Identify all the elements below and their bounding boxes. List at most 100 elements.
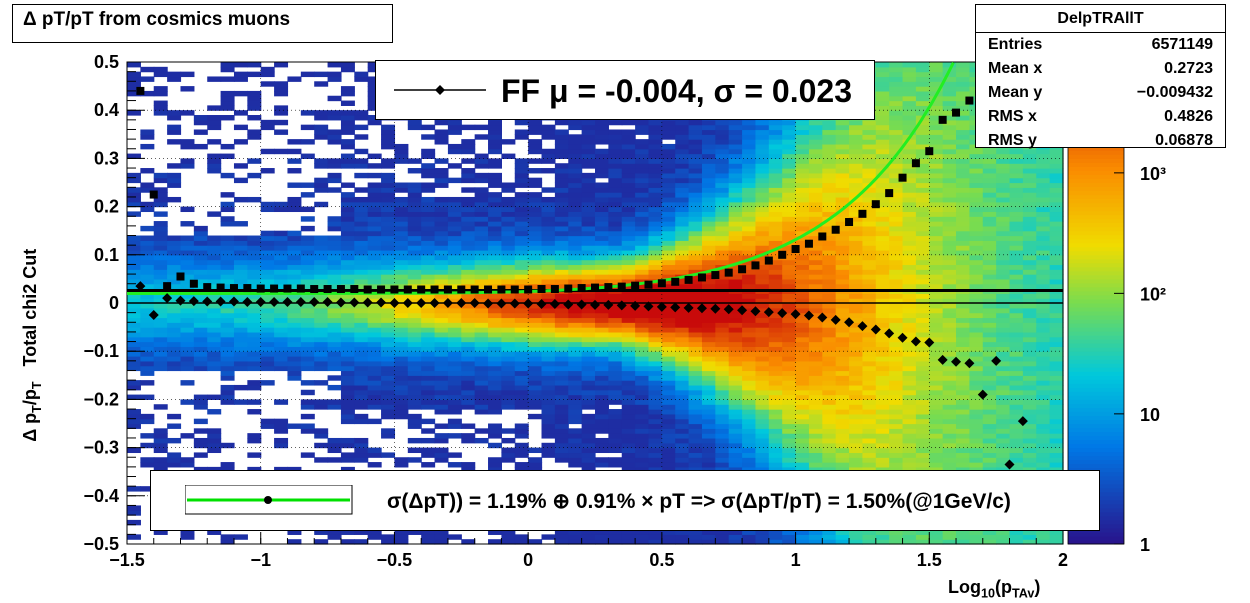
heatmap-bin — [875, 129, 890, 135]
heatmap-bin — [447, 254, 462, 261]
heatmap-bin — [915, 389, 930, 396]
heatmap-bin — [675, 462, 690, 468]
heatmap-bin — [956, 433, 970, 439]
heatmap-bin — [407, 249, 422, 256]
heatmap-bin — [608, 269, 623, 275]
heatmap-bin — [381, 413, 396, 420]
heatmap-bin — [795, 148, 810, 155]
heatmap-bin — [835, 216, 850, 222]
heatmap-bin — [568, 158, 583, 164]
heatmap-bin — [327, 293, 342, 299]
heatmap-bin — [595, 384, 609, 391]
heatmap-bin — [421, 206, 436, 213]
heatmap-bin — [140, 245, 155, 251]
heatmap-bin — [755, 351, 770, 357]
heatmap-bin — [434, 346, 449, 352]
heatmap-bin — [768, 462, 783, 468]
heatmap-bin — [675, 356, 690, 362]
heatmap-bin — [715, 322, 730, 328]
heatmap-bin — [782, 245, 797, 251]
heatmap-bin — [260, 274, 275, 280]
heatmap-bin — [621, 442, 636, 449]
heatmap-bin — [287, 346, 302, 352]
heatmap-bin — [354, 529, 369, 535]
heatmap-bin — [808, 442, 823, 449]
heatmap-bin — [755, 177, 770, 184]
heatmap-bin — [835, 341, 850, 347]
heatmap-bin — [274, 312, 289, 319]
heatmap-bin — [421, 437, 436, 444]
heatmap-bin — [127, 177, 141, 184]
heatmap-bin — [875, 264, 890, 270]
heatmap-bin — [394, 254, 409, 261]
heatmap-bin — [768, 534, 783, 540]
heatmap-bin — [661, 187, 676, 193]
heatmap-bin — [635, 399, 650, 405]
heatmap-bin — [474, 283, 489, 290]
heatmap-bin — [314, 457, 329, 463]
heatmap-bin — [287, 351, 302, 357]
heatmap-bin — [889, 158, 904, 164]
heatmap-bin — [688, 418, 703, 425]
heatmap-bin — [956, 384, 970, 391]
heatmap-bin — [421, 331, 436, 338]
heatmap-bin — [875, 413, 890, 420]
heatmap-bin — [421, 351, 436, 357]
heatmap-bin — [514, 192, 529, 198]
heatmap-bin — [715, 206, 730, 213]
heatmap-bin — [300, 139, 315, 145]
heatmap-bin — [300, 341, 315, 347]
heatmap-bin — [915, 404, 930, 410]
heatmap-bin — [782, 211, 797, 217]
heatmap-bin — [220, 62, 235, 68]
heatmap-bin — [675, 158, 690, 164]
heatmap-bin — [381, 259, 396, 266]
heatmap-bin — [701, 119, 716, 126]
heatmap-bin — [688, 312, 703, 319]
heatmap-bin — [233, 331, 248, 338]
heatmap-bin — [474, 230, 489, 237]
heatmap-bin — [193, 143, 208, 150]
heatmap-bin — [728, 119, 743, 126]
heatmap-bin — [595, 389, 609, 396]
heatmap-bin — [327, 283, 342, 290]
heatmap-bin — [715, 341, 730, 347]
heatmap-bin — [327, 172, 342, 179]
heatmap-bin — [875, 249, 890, 256]
heatmap-bin — [474, 264, 489, 270]
heatmap-bin — [568, 341, 583, 347]
heatmap-bin — [180, 317, 195, 323]
heatmap-bin — [755, 163, 770, 169]
heatmap-bin — [875, 134, 890, 140]
heatmap-bin — [474, 187, 489, 193]
heatmap-bin — [768, 172, 783, 179]
heatmap-bin — [956, 346, 970, 352]
heatmap-bin — [153, 331, 168, 338]
heatmap-bin — [554, 351, 569, 357]
heatmap-bin — [768, 177, 783, 184]
heatmap-bin — [153, 66, 168, 73]
heatmap-bin — [648, 225, 663, 232]
heatmap-bin — [648, 249, 663, 256]
heatmap-bin — [956, 437, 970, 444]
heatmap-bin — [728, 269, 743, 275]
heatmap-bin — [167, 312, 182, 319]
heatmap-bin — [889, 163, 904, 169]
heatmap-bin — [127, 505, 141, 511]
heatmap-bin — [715, 418, 730, 425]
heatmap-bin — [367, 534, 382, 540]
heatmap-bin — [541, 216, 556, 222]
heatmap-bin — [581, 124, 596, 131]
heatmap-bin — [274, 317, 289, 323]
heatmap-bin — [581, 351, 596, 357]
heatmap-bin — [795, 269, 810, 275]
heatmap-bin — [715, 394, 730, 400]
heatmap-bin — [942, 360, 957, 367]
heatmap-bin — [728, 428, 743, 434]
heatmap-bin — [742, 264, 757, 270]
heatmap-bin — [822, 254, 837, 261]
heatmap-bin — [782, 384, 797, 391]
heatmap-bin — [327, 360, 342, 367]
heatmap-bin — [661, 201, 676, 208]
heatmap-bin — [648, 303, 663, 309]
